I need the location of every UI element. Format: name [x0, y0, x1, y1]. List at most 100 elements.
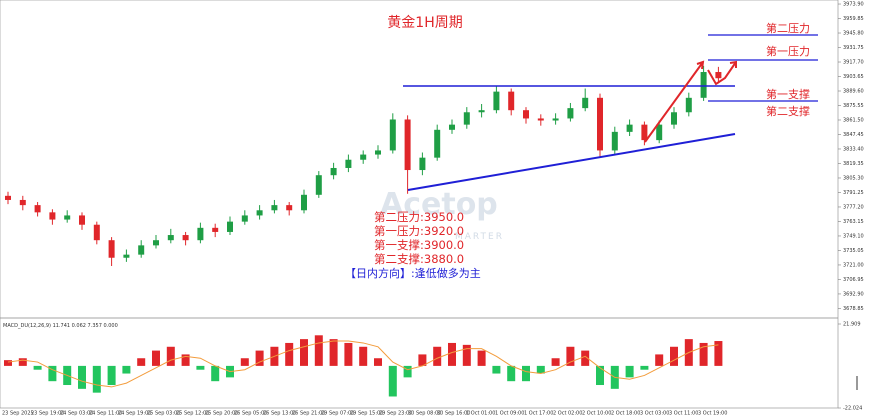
macd-bar: [285, 342, 294, 366]
level-tag: 第二压力: [766, 21, 810, 35]
y-tick-label: 3973.90: [843, 2, 864, 8]
macd-bar: [625, 365, 634, 378]
watermark: Acetop: [380, 187, 498, 222]
macd-bar: [137, 358, 146, 366]
macd-bar: [33, 365, 42, 370]
candle-body: [256, 210, 263, 216]
x-tick-label: 30 Sep 08:00: [408, 411, 441, 417]
x-tick-label: 26 Sep 05:00: [234, 411, 267, 417]
y-tick-label: 3706.95: [843, 277, 864, 283]
candle-body: [478, 110, 485, 113]
x-tick-label: 24 Sep 19:00: [118, 411, 151, 417]
macd-bar: [255, 350, 264, 366]
macd-bar: [107, 365, 116, 386]
candle-body: [434, 129, 441, 158]
y-tick-label: 3875.55: [843, 103, 864, 109]
candle-body: [715, 72, 722, 79]
candle-body: [79, 215, 85, 225]
candle-body: [167, 235, 174, 241]
x-tick-label: 24 Sep 03:00: [60, 411, 93, 417]
y-tick-label: 21.909: [843, 322, 861, 328]
y-tick-label: 3861.50: [843, 117, 864, 123]
y-tick-label: 3903.65: [843, 74, 864, 80]
candle-body: [597, 97, 603, 151]
level-note: 第一压力:3920.0: [374, 224, 464, 238]
x-tick-label: 25 Sep 20:00: [205, 411, 238, 417]
macd-bar: [566, 346, 575, 366]
candle-body: [212, 227, 219, 232]
candle-body: [197, 227, 204, 241]
watermark: MARTER: [455, 232, 504, 242]
y-tick-label: -22.024: [843, 406, 862, 412]
y-tick-label: 3678.85: [843, 306, 864, 312]
macd-bar: [462, 344, 471, 366]
macd-bar: [359, 346, 368, 366]
macd-bar: [344, 342, 353, 366]
trend-line: [407, 133, 736, 191]
candle-body: [241, 215, 248, 222]
y-tick-label: 3721.00: [843, 262, 864, 268]
level-tag: 第一压力: [766, 44, 810, 58]
macd-bar: [640, 365, 649, 370]
x-tick-label: 26 Sep 13:00: [263, 411, 296, 417]
direction-note: 【日内方向】:逢低做多为主: [345, 266, 481, 280]
macd-bar: [581, 350, 590, 366]
macd-bar: [314, 335, 323, 366]
level-note: 第二压力:3950.0: [374, 210, 464, 224]
candle-body: [108, 240, 115, 258]
macd-bar: [448, 342, 456, 366]
candle-body: [34, 205, 41, 213]
macd-bar: [152, 350, 160, 366]
macd-bar: [4, 360, 12, 366]
y-tick-label: 3819.35: [843, 161, 864, 167]
candle-body: [286, 205, 293, 211]
x-tick-label: 2 Oct 18:00: [611, 411, 640, 417]
candle-body: [463, 112, 470, 125]
candle-body: [49, 212, 56, 220]
x-tick-label: 29 Sep 15:00: [350, 411, 383, 417]
macd-bar: [477, 350, 486, 366]
macd-bar: [522, 365, 530, 382]
candle-body: [271, 205, 278, 211]
macd-bar: [492, 365, 501, 374]
y-tick-label: 3805.30: [843, 175, 864, 181]
candle-body: [301, 194, 307, 211]
arrows: [644, 60, 737, 143]
arrow: [707, 60, 737, 86]
macd-bar: [596, 365, 604, 386]
candle-body: [360, 154, 367, 160]
candle-body: [330, 167, 337, 176]
macd-bar: [211, 365, 220, 382]
candle-body: [493, 91, 500, 111]
x-tick-label: 30 Sep 16:00: [437, 411, 470, 417]
level-note: 第一支撑:3900.0: [374, 238, 464, 252]
candle-body: [375, 150, 381, 155]
level-tag: 第一支撑: [766, 87, 810, 101]
x-tick-label: 1 Oct 17:00: [524, 411, 553, 417]
macd-bar: [418, 354, 427, 366]
macd-bar: [166, 346, 175, 366]
macd-bar: [433, 346, 442, 366]
macd-bar: [374, 358, 382, 366]
macd-bar: [551, 358, 560, 366]
macd-bar: [388, 365, 397, 397]
candle-body: [315, 175, 322, 195]
y-tick-label: 3692.90: [843, 291, 864, 297]
level-note: 第二支撑:3880.0: [374, 252, 464, 266]
candle-body: [685, 97, 692, 113]
candle-body: [419, 157, 426, 171]
x-tick-label: 29 Sep 07:00: [321, 411, 354, 417]
chart-title: 黄金1H周期: [387, 14, 462, 31]
candle-body: [537, 118, 544, 121]
level-tag: 第二支撑: [766, 104, 810, 118]
macd-bar: [18, 358, 27, 366]
macd-bar: [300, 339, 308, 366]
macd-bar: [181, 354, 190, 366]
candle-body: [93, 224, 100, 241]
macd-bar: [507, 365, 516, 382]
y-tick-label: 3777.20: [843, 204, 864, 210]
y-tick-label: 3763.15: [843, 219, 864, 225]
x-tick-label: 26 Sep 21:00: [292, 411, 325, 417]
candle-body: [123, 254, 130, 258]
macd-bar: [536, 365, 545, 374]
